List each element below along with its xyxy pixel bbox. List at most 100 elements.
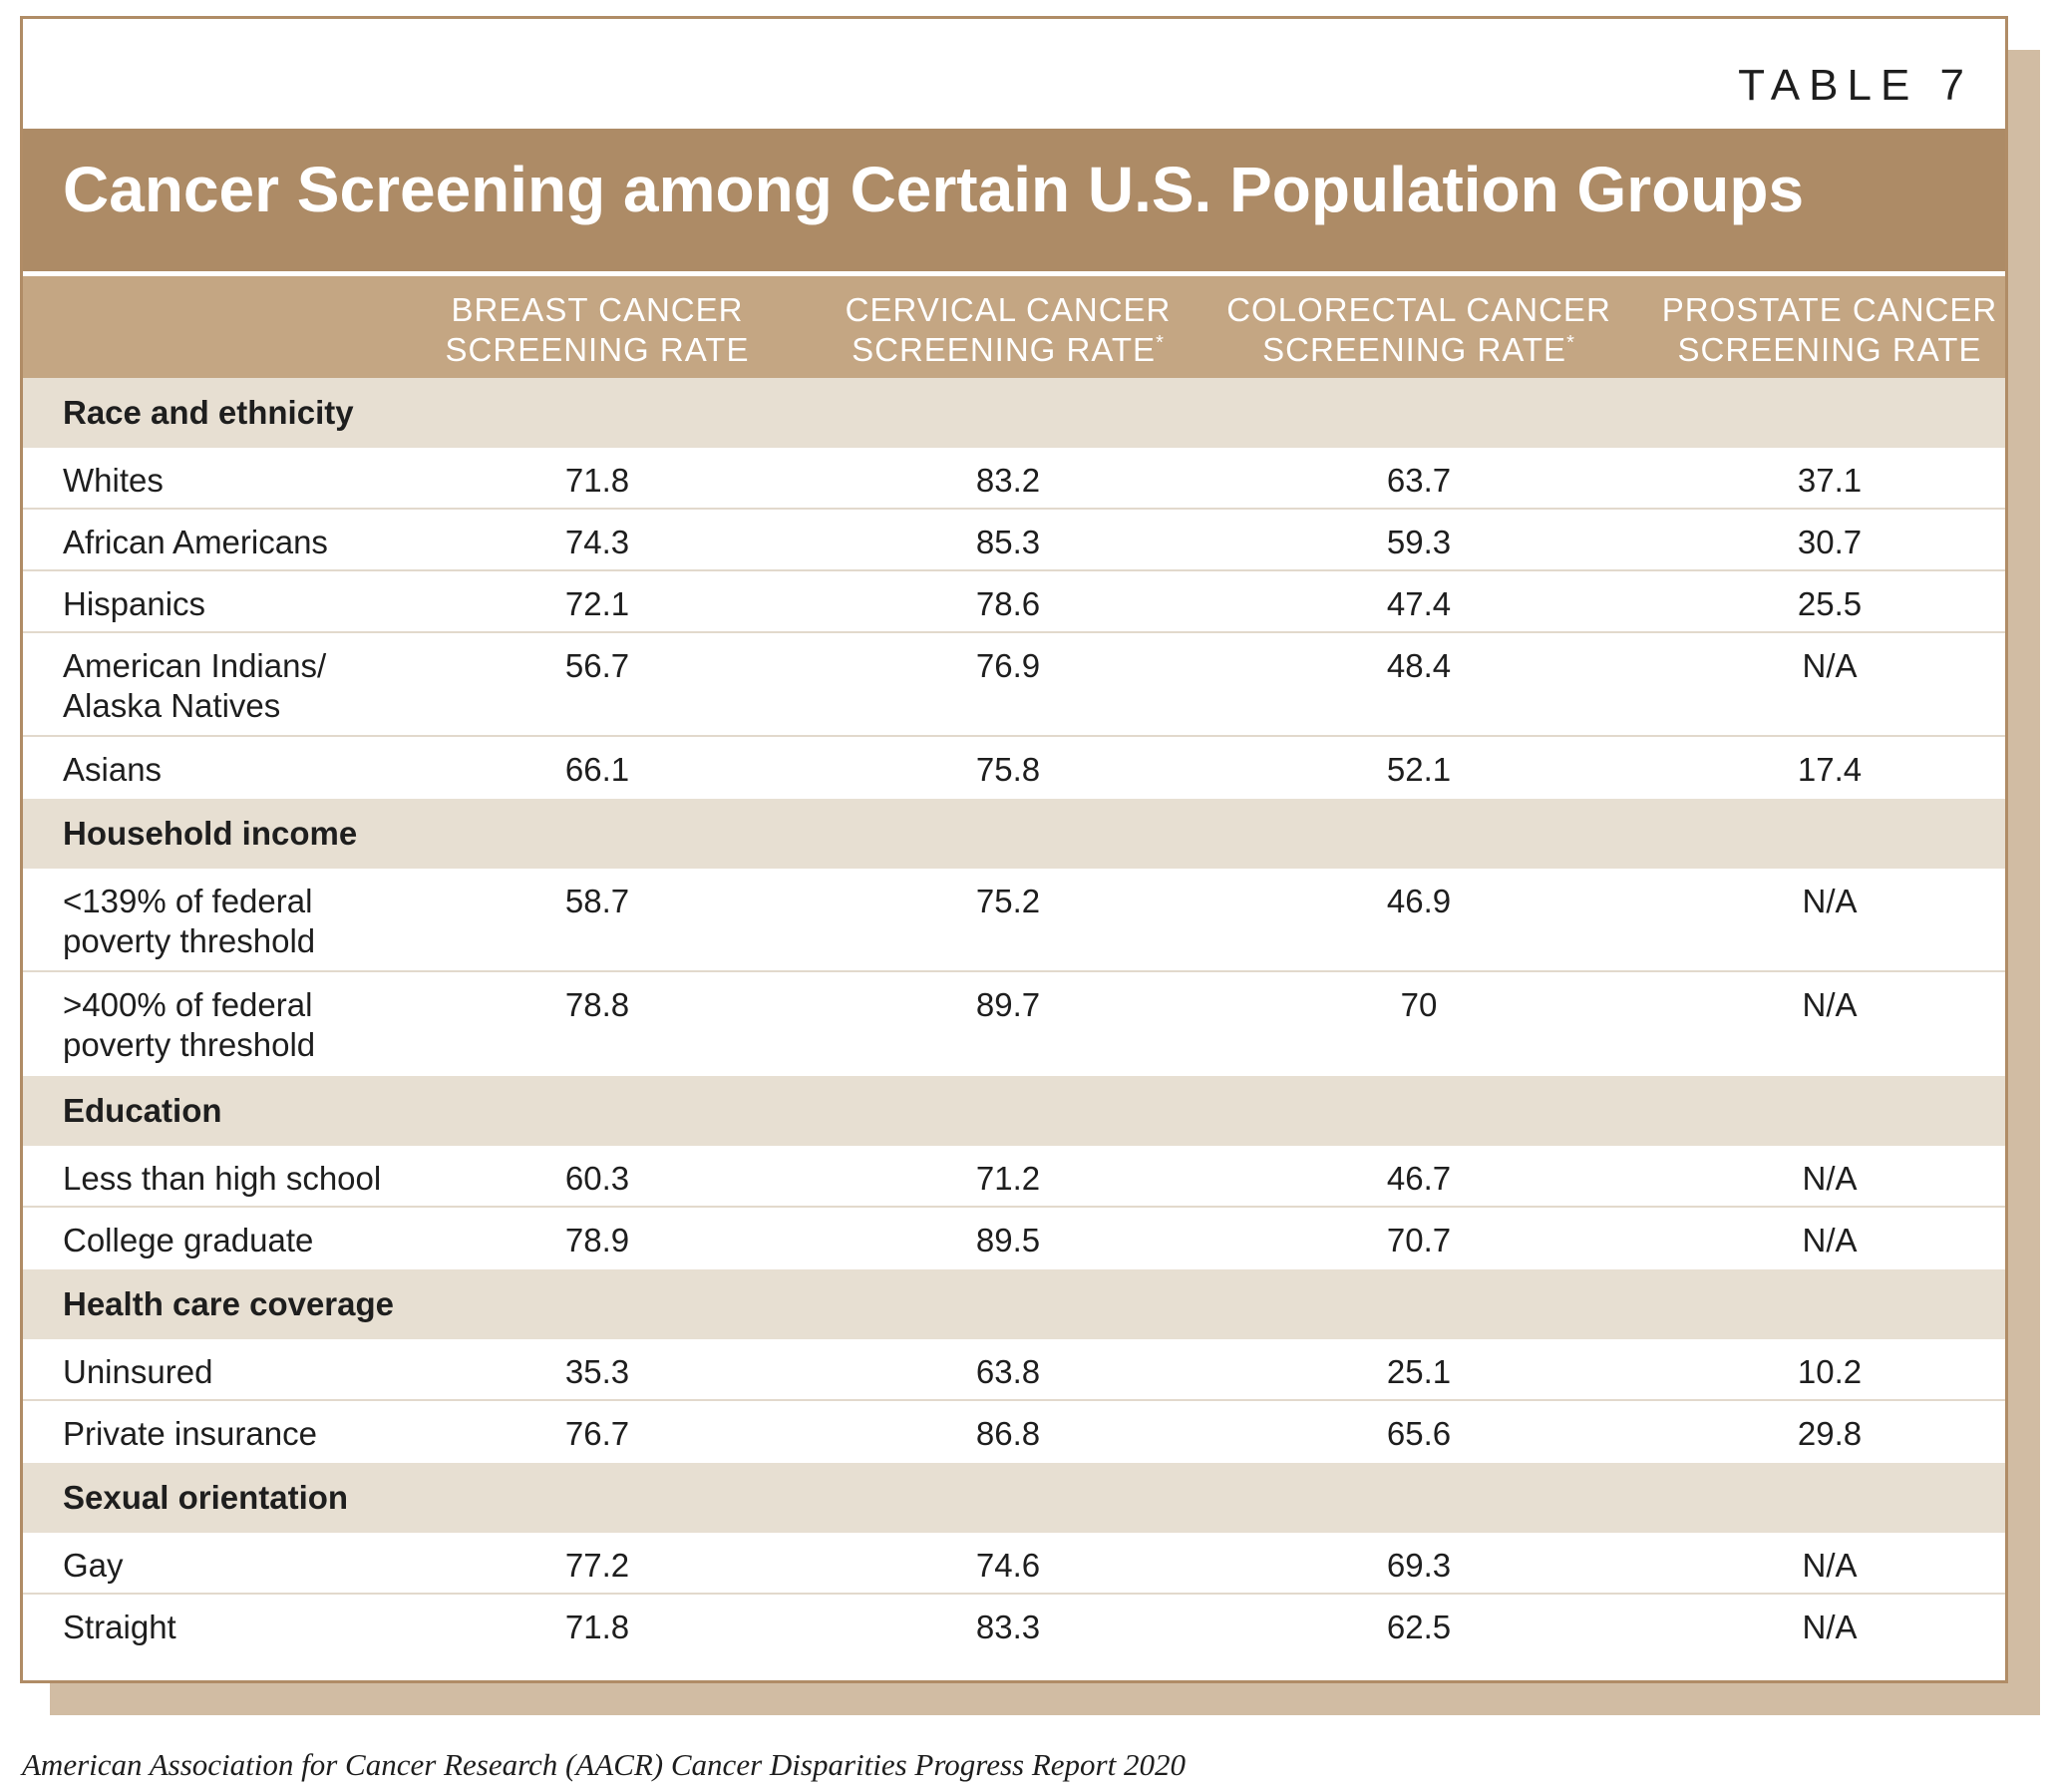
- column-header-cervical: CERVICAL CANCER SCREENING RATE*: [799, 290, 1217, 370]
- row-label: >400% of federal poverty threshold: [63, 986, 316, 1063]
- table-body: Race and ethnicity Whites 71.8 83.2 63.7…: [23, 378, 2005, 1656]
- table-row: Straight 71.8 83.3 62.5 N/A: [23, 1595, 2005, 1656]
- column-header-line: COLORECTAL CANCER: [1226, 291, 1611, 328]
- column-header-line: SCREENING RATE: [852, 331, 1157, 368]
- breast-rate: 74.3: [564, 524, 630, 560]
- breast-rate: 72.1: [564, 585, 630, 622]
- breast-rate: 35.3: [564, 1353, 630, 1390]
- cervical-rate: 86.8: [975, 1415, 1041, 1452]
- cervical-rate: 85.3: [975, 524, 1041, 560]
- section-label: Health care coverage: [63, 1285, 395, 1322]
- row-label: Hispanics: [63, 585, 206, 622]
- table-row: Hispanics 72.1 78.6 47.4 25.5: [23, 571, 2005, 633]
- colorectal-rate: 63.7: [1386, 462, 1452, 499]
- column-header-line: SCREENING RATE: [445, 331, 750, 368]
- colorectal-rate: 62.5: [1386, 1609, 1452, 1645]
- prostate-rate: 17.4: [1797, 751, 1863, 788]
- cervical-rate: 71.2: [975, 1160, 1041, 1197]
- table-row: <139% of federal poverty threshold 58.7 …: [23, 869, 2005, 972]
- column-header-line: BREAST CANCER: [451, 291, 744, 328]
- cervical-rate: 75.2: [975, 883, 1041, 919]
- section-label: Education: [63, 1092, 222, 1129]
- footnote-marker: *: [1156, 332, 1165, 354]
- cervical-rate: 78.6: [975, 585, 1041, 622]
- row-label: Less than high school: [63, 1160, 382, 1197]
- table-row: Gay 77.2 74.6 69.3 N/A: [23, 1533, 2005, 1595]
- cervical-rate: 83.2: [975, 462, 1041, 499]
- prostate-rate: 37.1: [1797, 462, 1863, 499]
- prostate-rate: N/A: [1802, 986, 1858, 1023]
- cervical-rate: 75.8: [975, 751, 1041, 788]
- prostate-rate: N/A: [1802, 1609, 1858, 1645]
- prostate-rate: 30.7: [1797, 524, 1863, 560]
- breast-rate: 71.8: [564, 462, 630, 499]
- colorectal-rate: 70: [1400, 986, 1438, 1023]
- cervical-rate: 63.8: [975, 1353, 1041, 1390]
- column-header-line: CERVICAL CANCER: [845, 291, 1172, 328]
- table-row: Asians 66.1 75.8 52.1 17.4: [23, 737, 2005, 799]
- row-label: Asians: [63, 751, 163, 788]
- row-label: Gay: [63, 1547, 124, 1584]
- cervical-rate: 76.9: [975, 647, 1041, 684]
- colorectal-rate: 48.4: [1386, 647, 1452, 684]
- section-label: Race and ethnicity: [63, 394, 354, 431]
- colorectal-rate: 47.4: [1386, 585, 1452, 622]
- source-citation: American Association for Cancer Research…: [22, 1747, 1186, 1782]
- prostate-rate: 10.2: [1797, 1353, 1863, 1390]
- table-number-label: TABLE 7: [1738, 61, 1973, 110]
- breast-rate: 60.3: [564, 1160, 630, 1197]
- section-label: Sexual orientation: [63, 1479, 349, 1516]
- prostate-rate: N/A: [1802, 647, 1858, 684]
- cervical-rate: 83.3: [975, 1609, 1041, 1645]
- table-card: TABLE 7 Cancer Screening among Certain U…: [20, 16, 2008, 1683]
- column-header-line: SCREENING RATE: [1677, 331, 1982, 368]
- prostate-rate: N/A: [1802, 883, 1858, 919]
- title-bar: Cancer Screening among Certain U.S. Popu…: [23, 129, 2005, 271]
- cervical-rate: 74.6: [975, 1547, 1041, 1584]
- breast-rate: 78.8: [564, 986, 630, 1023]
- row-label: American Indians/ Alaska Natives: [63, 647, 327, 724]
- breast-rate: 58.7: [564, 883, 630, 919]
- section-header-household-income: Household income: [23, 799, 2005, 869]
- section-label: Household income: [63, 815, 358, 852]
- colorectal-rate: 65.6: [1386, 1415, 1452, 1452]
- prostate-rate: N/A: [1802, 1160, 1858, 1197]
- colorectal-rate: 25.1: [1386, 1353, 1452, 1390]
- table-row: >400% of federal poverty threshold 78.8 …: [23, 972, 2005, 1076]
- breast-rate: 56.7: [564, 647, 630, 684]
- table-row: Uninsured 35.3 63.8 25.1 10.2: [23, 1339, 2005, 1401]
- row-label: African Americans: [63, 524, 328, 560]
- colorectal-rate: 70.7: [1386, 1222, 1452, 1258]
- row-label: Private insurance: [63, 1415, 317, 1452]
- section-header-health-care-coverage: Health care coverage: [23, 1269, 2005, 1339]
- column-header-row: BREAST CANCER SCREENING RATE CERVICAL CA…: [23, 276, 2005, 378]
- breast-rate: 71.8: [564, 1609, 630, 1645]
- breast-rate: 77.2: [564, 1547, 630, 1584]
- breast-rate: 76.7: [564, 1415, 630, 1452]
- footnote-marker: *: [1566, 332, 1575, 354]
- table-row: College graduate 78.9 89.5 70.7 N/A: [23, 1208, 2005, 1269]
- prostate-rate: N/A: [1802, 1222, 1858, 1258]
- table-row: Whites 71.8 83.2 63.7 37.1: [23, 448, 2005, 510]
- prostate-rate: 25.5: [1797, 585, 1863, 622]
- prostate-rate: N/A: [1802, 1547, 1858, 1584]
- table-row: Less than high school 60.3 71.2 46.7 N/A: [23, 1146, 2005, 1208]
- column-header-line: SCREENING RATE: [1262, 331, 1567, 368]
- breast-rate: 78.9: [564, 1222, 630, 1258]
- column-header-colorectal: COLORECTAL CANCER SCREENING RATE*: [1209, 290, 1628, 370]
- row-label: Whites: [63, 462, 164, 499]
- breast-rate: 66.1: [564, 751, 630, 788]
- column-header-line: PROSTATE CANCER: [1661, 291, 1998, 328]
- row-label: Straight: [63, 1609, 176, 1645]
- colorectal-rate: 46.7: [1386, 1160, 1452, 1197]
- prostate-rate: 29.8: [1797, 1415, 1863, 1452]
- row-label: Uninsured: [63, 1353, 213, 1390]
- column-header-prostate: PROSTATE CANCER SCREENING RATE: [1620, 290, 2039, 370]
- table-row: Private insurance 76.7 86.8 65.6 29.8: [23, 1401, 2005, 1463]
- cervical-rate: 89.5: [975, 1222, 1041, 1258]
- table-row: American Indians/ Alaska Natives 56.7 76…: [23, 633, 2005, 737]
- cervical-rate: 89.7: [975, 986, 1041, 1023]
- row-label: <139% of federal poverty threshold: [63, 883, 316, 959]
- colorectal-rate: 69.3: [1386, 1547, 1452, 1584]
- colorectal-rate: 46.9: [1386, 883, 1452, 919]
